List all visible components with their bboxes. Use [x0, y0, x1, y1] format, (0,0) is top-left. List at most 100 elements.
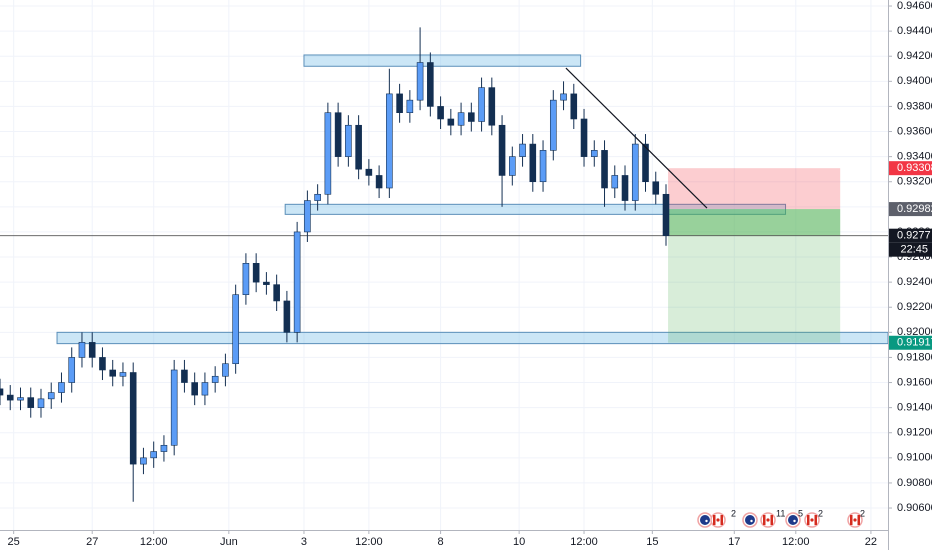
- candle-body: [58, 382, 65, 393]
- candle-body: [273, 284, 280, 302]
- candle-body: [365, 168, 373, 176]
- event-flag-band: [814, 515, 817, 525]
- entry-label: 0.92982: [897, 203, 932, 215]
- candle-body: [304, 200, 311, 233]
- target-label: 0.91917: [897, 337, 932, 349]
- zone: [303, 54, 582, 67]
- target-label-box: [889, 335, 932, 350]
- event-count: 5: [798, 508, 803, 518]
- x-tick-label: 25: [8, 536, 20, 548]
- stop-zone: [668, 168, 841, 210]
- candle-body: [498, 124, 506, 176]
- candle-body: [181, 369, 188, 383]
- event-flag-band: [850, 515, 853, 525]
- event-flag-star: [750, 519, 753, 523]
- candle-body: [560, 93, 567, 101]
- event-flag-star: [705, 519, 708, 523]
- countdown-box: [889, 242, 932, 257]
- candle-body: [109, 369, 117, 377]
- candle-body: [406, 99, 414, 114]
- candle-body: [447, 118, 455, 126]
- x-tick-label: 22: [865, 536, 877, 548]
- zone: [284, 203, 787, 215]
- candle-body: [509, 156, 516, 176]
- event-flag-band: [763, 515, 766, 525]
- candle-body: [416, 62, 424, 101]
- target-zone: [668, 209, 841, 343]
- event-flag-leaf: [716, 518, 720, 522]
- x-tick-label: 10: [513, 536, 525, 548]
- x-tick-label: 12:00: [140, 536, 168, 548]
- x-tick-label: 3: [301, 536, 307, 548]
- candle-body: [427, 62, 434, 107]
- event-flag-star: [793, 519, 796, 523]
- candle-body: [396, 93, 403, 114]
- candle-body: [539, 150, 547, 183]
- candle-body: [283, 300, 291, 333]
- grid: [0, 0, 888, 530]
- candle-body: [437, 106, 444, 120]
- candle-body: [232, 294, 239, 365]
- event-flag: [745, 515, 755, 525]
- candle-body: [17, 397, 24, 401]
- current-price-label-box: [889, 228, 932, 243]
- current-price-label: 0.9277: [897, 230, 931, 242]
- candle-body: [478, 87, 485, 122]
- candle-body: [37, 398, 45, 408]
- event-count: 11: [776, 508, 785, 518]
- open-profit: [668, 209, 841, 236]
- candle-body: [519, 143, 526, 157]
- x-tick-label: 15: [646, 536, 658, 548]
- candle-body: [140, 457, 147, 465]
- event-flag-leaf: [810, 518, 814, 522]
- event-flag-band: [807, 515, 810, 525]
- trend-line: [565, 67, 708, 209]
- candle-body: [6, 394, 14, 401]
- candle-body: [160, 444, 168, 452]
- candle-body: [293, 231, 301, 333]
- candle-body: [263, 281, 270, 285]
- candle-body: [99, 357, 106, 371]
- candle-body: [170, 369, 178, 446]
- y-tick-label: 0.94600: [897, 0, 932, 12]
- candle-body: [242, 263, 250, 295]
- candle-body: [642, 143, 649, 183]
- candle-body: [662, 193, 670, 236]
- candle-body: [211, 375, 219, 383]
- candle-body: [201, 382, 209, 396]
- candle-body: [252, 263, 260, 283]
- stop-label: 0.93308: [897, 162, 932, 174]
- candle-body: [580, 118, 588, 157]
- event-flag-band: [720, 515, 723, 525]
- candle-body: [222, 363, 229, 377]
- x-tick-label: Jun: [220, 536, 238, 548]
- candle-body: [488, 87, 496, 126]
- x-tick-label: 12:00: [570, 536, 598, 548]
- event-flag: [788, 515, 798, 525]
- candle-body: [47, 392, 55, 400]
- candle-body: [457, 112, 465, 126]
- candle-body: [652, 181, 660, 195]
- x-tick-label: 12:00: [782, 536, 810, 548]
- candle-body: [375, 175, 383, 189]
- candle-body: [119, 372, 127, 377]
- stop-label-box: [889, 161, 932, 176]
- candle-body: [386, 93, 393, 189]
- candle-body: [601, 150, 608, 189]
- candle-body: [68, 357, 76, 383]
- candle-body: [468, 112, 475, 122]
